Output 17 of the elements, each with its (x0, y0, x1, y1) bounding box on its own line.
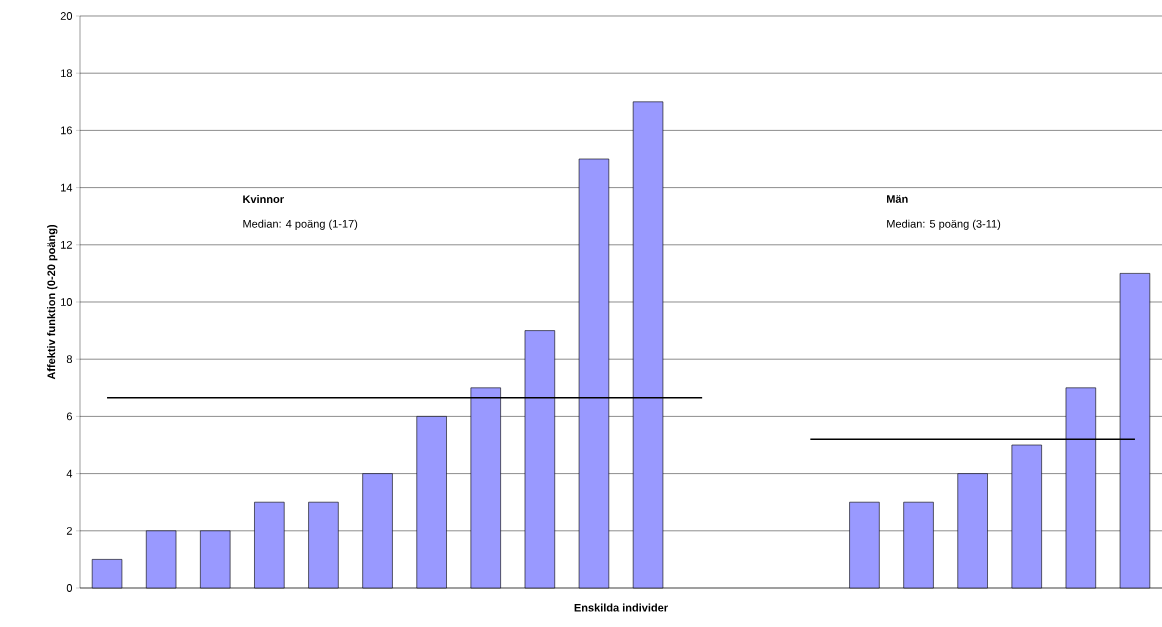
y-tick-label: 10 (61, 298, 73, 306)
y-tick-label: 6 (66, 412, 72, 421)
y-tick-label: 2 (66, 526, 72, 535)
y-tick-label: 12 (61, 240, 72, 249)
annotation: Kvinnor (243, 195, 284, 204)
y-tick-label: 14 (61, 183, 73, 192)
y-tick-label: 0 (66, 584, 73, 592)
y-tick-label: 18 (61, 69, 72, 78)
y-tick-label: 8 (66, 355, 72, 364)
y-tick-label: 20 (60, 12, 73, 20)
y-tick-label: 4 (66, 469, 73, 478)
annotation: Män (887, 195, 908, 203)
annotation: Median: 4 poäng (1-17) (243, 219, 358, 230)
annotation: Median: 5 poäng (3-11) (887, 219, 1001, 230)
x-axis-title: Enskilda individer (574, 603, 668, 612)
y-axis-title: Affektiv funktion (0-20 poäng) (47, 224, 58, 380)
y-tick-label: 16 (61, 126, 72, 135)
